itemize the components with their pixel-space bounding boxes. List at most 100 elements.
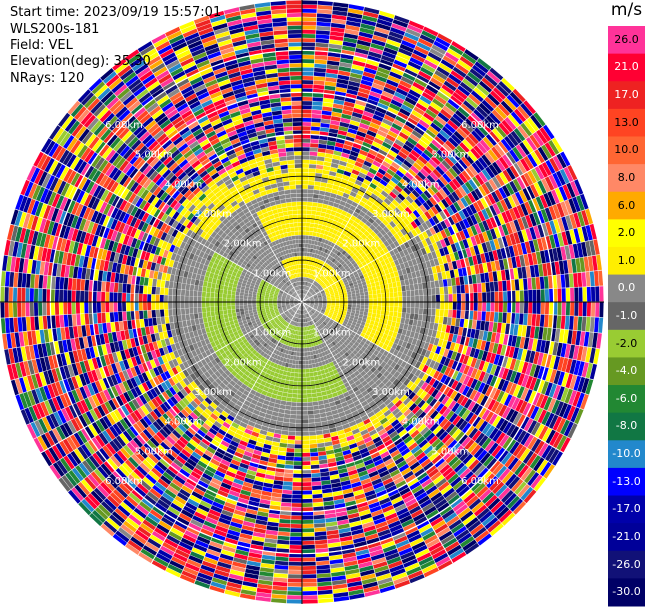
gate-cell <box>368 207 376 214</box>
gate-cell <box>439 87 452 99</box>
gate-cell <box>402 291 407 297</box>
gate-cell <box>318 194 325 200</box>
gate-cell <box>452 91 465 103</box>
gate-cell <box>281 396 287 401</box>
gate-cell <box>316 156 325 162</box>
gate-cell <box>305 290 307 295</box>
gate-cell <box>340 156 349 163</box>
gate-cell <box>351 187 359 194</box>
gate-cell <box>423 295 428 302</box>
gate-cell <box>310 351 314 356</box>
gate-cell <box>419 34 435 44</box>
gate-cell <box>302 201 307 206</box>
gate-cell <box>435 287 440 295</box>
gate-cell <box>363 288 368 292</box>
gate-cell <box>356 95 368 103</box>
gate-cell <box>347 128 358 135</box>
gate-cell <box>315 168 323 174</box>
gate-cell <box>439 146 450 157</box>
gate-cell <box>404 279 410 286</box>
gate-cell <box>406 93 419 102</box>
gate-cell <box>396 317 401 323</box>
gate-cell <box>313 80 325 85</box>
gate-cell <box>379 179 388 187</box>
gate-cell <box>348 195 355 201</box>
gate-cell <box>319 459 328 465</box>
gate-cell <box>426 145 437 156</box>
gate-cell <box>302 352 305 357</box>
gate-cell <box>295 423 302 428</box>
gate-cell <box>302 398 308 403</box>
gate-cell <box>302 377 307 382</box>
gate-cell <box>360 145 370 153</box>
gate-cell <box>323 437 332 443</box>
gate-cell <box>290 532 302 537</box>
gate-cell <box>374 110 385 118</box>
gate-cell <box>360 298 365 302</box>
gate-cell <box>594 270 599 286</box>
gate-cell <box>312 198 319 203</box>
gate-cell <box>394 15 410 24</box>
gate-cell <box>380 190 389 198</box>
gate-cell <box>305 281 308 286</box>
gate-cell <box>343 144 353 151</box>
gate-cell <box>493 281 499 292</box>
gate-cell <box>316 438 325 444</box>
gate-cell <box>373 79 386 87</box>
gate-cell <box>317 152 326 157</box>
gate-cell <box>330 120 340 126</box>
gate-cell <box>324 263 329 268</box>
gate-cell <box>461 52 477 65</box>
gate-cell <box>323 273 327 277</box>
gate-cell <box>423 112 435 122</box>
gate-cell <box>319 135 328 141</box>
gate-cell <box>302 473 312 478</box>
gate-cell <box>321 114 332 120</box>
gate-cell <box>360 118 371 126</box>
gate-cell <box>394 196 403 204</box>
gate-cell <box>335 194 343 201</box>
gate-cell <box>311 253 315 258</box>
gate-cell <box>328 43 343 50</box>
gate-cell <box>341 210 348 216</box>
gate-cell <box>302 138 311 143</box>
gate-cell <box>395 276 400 282</box>
gate-cell <box>379 59 393 67</box>
gate-cell <box>317 241 322 247</box>
gate-cell <box>565 288 570 302</box>
gate-cell <box>344 29 359 36</box>
gate-cell <box>303 264 306 269</box>
gate-cell <box>445 140 456 151</box>
gate-cell <box>351 169 360 176</box>
gate-cell <box>317 585 333 591</box>
gate-cell <box>306 277 309 282</box>
gate-cell <box>296 415 302 419</box>
gate-cell <box>304 347 308 352</box>
gate-cell <box>351 307 356 311</box>
gate-cell <box>346 249 352 255</box>
gate-cell <box>287 578 302 583</box>
gate-cell <box>318 220 324 225</box>
gate-cell <box>321 480 331 486</box>
gate-cell <box>359 149 369 157</box>
gate-cell <box>289 557 302 562</box>
gate-cell <box>291 503 302 508</box>
gate-cell <box>366 130 377 138</box>
gate-cell <box>349 191 357 198</box>
gate-cell <box>362 193 371 200</box>
gate-cell <box>324 213 331 219</box>
gate-cell <box>276 395 282 401</box>
gate-cell <box>289 376 295 381</box>
gate-cell <box>565 302 570 316</box>
gate-cell <box>324 407 332 413</box>
gate-cell <box>394 91 407 100</box>
gate-cell <box>302 222 306 227</box>
gate-cell <box>368 217 375 224</box>
gate-cell <box>302 92 313 97</box>
gate-cell <box>462 121 474 133</box>
gate-cell <box>304 273 307 278</box>
gate-cell <box>399 178 409 187</box>
gate-cell <box>358 172 367 179</box>
gate-cell <box>327 255 332 260</box>
gate-cell <box>302 415 309 419</box>
